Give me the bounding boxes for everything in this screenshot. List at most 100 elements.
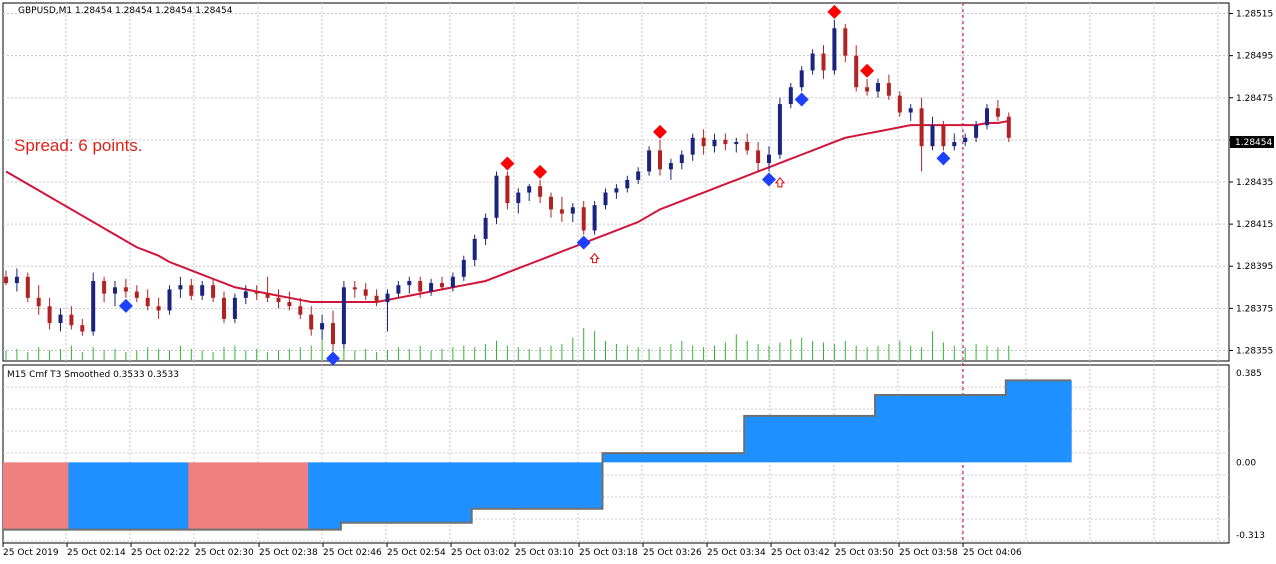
cmf-bar — [853, 415, 865, 463]
candle-body — [647, 150, 652, 172]
cmf-bar — [580, 462, 593, 509]
time-tick-label: 25 Oct 03:26 — [643, 548, 702, 558]
indicator-tick-label: 0.385 — [1236, 369, 1262, 379]
cmf-bar — [951, 395, 963, 463]
candle-body — [952, 141, 957, 147]
moving-average — [5, 119, 1009, 304]
cmf-bar — [1049, 380, 1061, 463]
time-tick-label: 25 Oct 02:46 — [323, 548, 382, 558]
cmf-bar — [755, 415, 767, 463]
cmf-bar — [798, 415, 811, 463]
cmf-bar — [286, 462, 298, 530]
cmf-bar — [635, 453, 647, 463]
candle-body — [505, 175, 510, 204]
candle-body — [941, 125, 946, 147]
candle-body — [309, 314, 314, 330]
cmf-bar — [624, 453, 636, 463]
time-tick-label: 25 Oct 03:10 — [515, 548, 574, 558]
candle-body — [113, 287, 117, 294]
buy-signal-marker — [794, 92, 809, 107]
time-tick-label: 25 Oct 02:14 — [67, 548, 126, 558]
cmf-bar — [264, 462, 276, 530]
candle-body — [974, 125, 979, 138]
candle-body — [232, 297, 237, 319]
cmf-bar — [177, 462, 189, 530]
cmf-bar — [449, 462, 462, 523]
cmf-bar — [885, 395, 898, 463]
buy-signal-marker — [762, 172, 776, 187]
cmf-bar — [330, 462, 342, 530]
cmf-bar — [319, 462, 331, 530]
candle-body — [614, 188, 619, 193]
candle-body — [363, 289, 368, 296]
cmf-bar — [809, 415, 821, 463]
cmf-bar — [384, 462, 396, 523]
sell-signal-marker — [827, 4, 842, 19]
candle-body — [47, 306, 52, 324]
price-tick-label: 1.28355 — [1236, 346, 1273, 356]
candle-body — [91, 280, 96, 332]
time-tick-label: 25 Oct 02:22 — [131, 548, 190, 558]
candle-body — [483, 217, 488, 239]
candle-body — [254, 291, 259, 294]
candle-body — [396, 285, 401, 294]
candle-body — [102, 280, 107, 294]
indicator-tick-label: 0.00 — [1236, 458, 1256, 468]
cmf-bar — [875, 395, 887, 463]
candle-body — [189, 285, 194, 296]
candle-body — [549, 196, 553, 210]
cmf-indicator — [3, 379, 1072, 531]
cmf-bar — [428, 462, 440, 523]
cmf-bar — [57, 462, 69, 530]
candle-body — [876, 83, 880, 92]
sell-signal-marker — [860, 63, 875, 78]
cmf-bar — [1038, 380, 1050, 463]
cmf-bar — [864, 415, 876, 463]
candle-body — [538, 186, 543, 197]
candle-body — [963, 137, 968, 142]
up-arrow-icon — [589, 252, 600, 264]
price-tick-label: 1.28395 — [1236, 262, 1273, 272]
up-arrow-icon — [774, 177, 785, 188]
spread-label: Spread: 6 points. — [14, 136, 143, 155]
candle-body — [625, 179, 630, 189]
candle-body — [919, 108, 924, 147]
cmf-bar — [711, 453, 723, 463]
cmf-bar — [417, 462, 429, 523]
cmf-bar — [700, 453, 712, 463]
cmf-bar — [439, 462, 451, 523]
candle-body — [222, 297, 226, 319]
time-tick-label: 25 Oct 02:54 — [387, 548, 446, 558]
time-tick-label: 25 Oct 03:42 — [771, 548, 830, 558]
cmf-bar — [24, 462, 37, 530]
candle-body — [58, 314, 63, 324]
cmf-bar — [133, 462, 146, 530]
cmf-bar — [406, 462, 418, 523]
candle-body — [211, 285, 216, 298]
candle-body — [69, 314, 74, 326]
candle-body — [80, 325, 85, 332]
candle-body — [723, 139, 728, 145]
cmf-bar — [351, 462, 364, 523]
cmf-bar — [362, 462, 375, 523]
cmf-bar — [188, 462, 200, 530]
volume-bars — [5, 328, 1010, 360]
candles — [4, 19, 1011, 351]
candle-body — [450, 276, 455, 288]
cmf-bar — [13, 462, 26, 530]
cmf-bar — [558, 462, 571, 509]
candle-body — [788, 87, 793, 105]
cmf-bar — [1005, 380, 1018, 463]
candle-body — [767, 154, 771, 164]
candle-body — [472, 238, 477, 260]
cmf-bar — [526, 462, 538, 509]
cmf-bar — [308, 462, 320, 530]
candle-body — [636, 171, 641, 180]
cmf-bar — [46, 462, 58, 530]
cmf-bar — [929, 395, 941, 463]
candle-body — [908, 108, 913, 113]
cmf-bar — [646, 453, 658, 463]
cmf-bar — [548, 462, 560, 509]
cmf-bar — [1027, 380, 1039, 463]
